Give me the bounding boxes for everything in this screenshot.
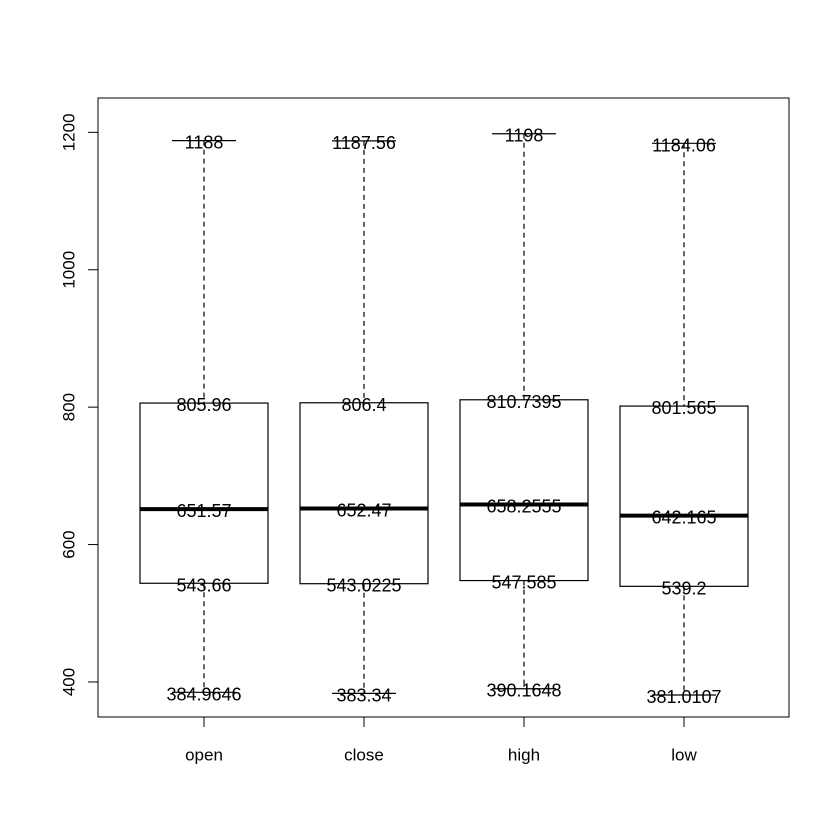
median-value-label: 652.47 bbox=[336, 501, 391, 521]
q3-value-label: 801.565 bbox=[651, 398, 716, 418]
box-open: 1188 805.96 651.57 543.66 384.9646 bbox=[139, 133, 269, 704]
max-value-label: 1188 bbox=[185, 133, 224, 153]
median-value-label: 658.2555 bbox=[486, 497, 561, 517]
min-value-label: 381.0107 bbox=[646, 687, 721, 707]
max-value-label: 1184.06 bbox=[652, 135, 716, 155]
iqr-box bbox=[619, 405, 749, 587]
q1-value-label: 543.0225 bbox=[326, 576, 401, 596]
median-value-label: 642.165 bbox=[651, 508, 716, 528]
q1-value-label: 539.2 bbox=[661, 578, 706, 598]
x-tick-label: close bbox=[344, 746, 384, 765]
iqr-box bbox=[299, 402, 429, 585]
max-value-label: 1187.56 bbox=[332, 133, 396, 153]
x-tick-label: open bbox=[185, 746, 223, 765]
x-tick-label: low bbox=[671, 746, 697, 765]
median-value-label: 651.57 bbox=[176, 501, 231, 521]
q3-value-label: 805.96 bbox=[176, 395, 231, 415]
y-tick-label: 600 bbox=[60, 530, 79, 558]
max-value-label: 1198 bbox=[505, 126, 544, 146]
box-close: 1187.56 806.4 652.47 543.0225 383.34 bbox=[299, 133, 429, 705]
min-value-label: 384.9646 bbox=[166, 684, 241, 704]
min-value-label: 390.1648 bbox=[486, 681, 561, 701]
q1-value-label: 543.66 bbox=[176, 575, 231, 595]
box-low: 1184.06 801.565 642.165 539.2 381.0107 bbox=[619, 135, 749, 707]
y-tick-label: 1000 bbox=[60, 251, 79, 289]
box-high: 1198 810.7395 658.2555 547.585 390.1648 bbox=[459, 126, 589, 701]
min-value-label: 383.34 bbox=[336, 685, 391, 705]
iqr-box bbox=[459, 399, 589, 582]
y-axis: 400 600 800 1000 1200 bbox=[60, 113, 99, 696]
y-tick-label: 400 bbox=[60, 668, 79, 696]
iqr-box bbox=[139, 402, 269, 584]
box-series: 1188 805.96 651.57 543.66 384.9646 1187.56 806… bbox=[139, 126, 749, 707]
q3-value-label: 806.4 bbox=[341, 395, 386, 415]
y-tick-label: 800 bbox=[60, 393, 79, 421]
y-tick-label: 1200 bbox=[60, 113, 79, 151]
q3-value-label: 810.7395 bbox=[486, 392, 561, 412]
x-axis: open close high low bbox=[185, 716, 697, 765]
q1-value-label: 547.585 bbox=[491, 573, 556, 593]
x-tick-label: high bbox=[508, 746, 540, 765]
